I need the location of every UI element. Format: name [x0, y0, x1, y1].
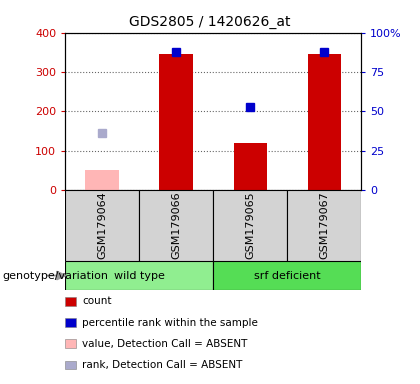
- Bar: [139, 190, 213, 261]
- Bar: [85, 170, 119, 190]
- Bar: [234, 143, 267, 190]
- Text: GSM179064: GSM179064: [97, 192, 107, 260]
- Text: srf deficient: srf deficient: [254, 270, 320, 281]
- Text: genotype/variation: genotype/variation: [2, 270, 108, 281]
- Bar: [65, 261, 213, 290]
- Bar: [65, 190, 139, 261]
- Text: rank, Detection Call = ABSENT: rank, Detection Call = ABSENT: [82, 360, 242, 370]
- Text: percentile rank within the sample: percentile rank within the sample: [82, 318, 258, 328]
- Bar: [213, 190, 287, 261]
- Bar: [307, 54, 341, 190]
- Bar: [287, 190, 361, 261]
- Text: GSM179065: GSM179065: [245, 192, 255, 260]
- Text: count: count: [82, 296, 111, 306]
- Text: value, Detection Call = ABSENT: value, Detection Call = ABSENT: [82, 339, 247, 349]
- Text: GDS2805 / 1420626_at: GDS2805 / 1420626_at: [129, 15, 291, 29]
- Bar: [213, 261, 361, 290]
- Bar: [160, 54, 193, 190]
- Text: GSM179067: GSM179067: [319, 192, 329, 260]
- Text: GSM179066: GSM179066: [171, 192, 181, 260]
- Text: wild type: wild type: [114, 270, 165, 281]
